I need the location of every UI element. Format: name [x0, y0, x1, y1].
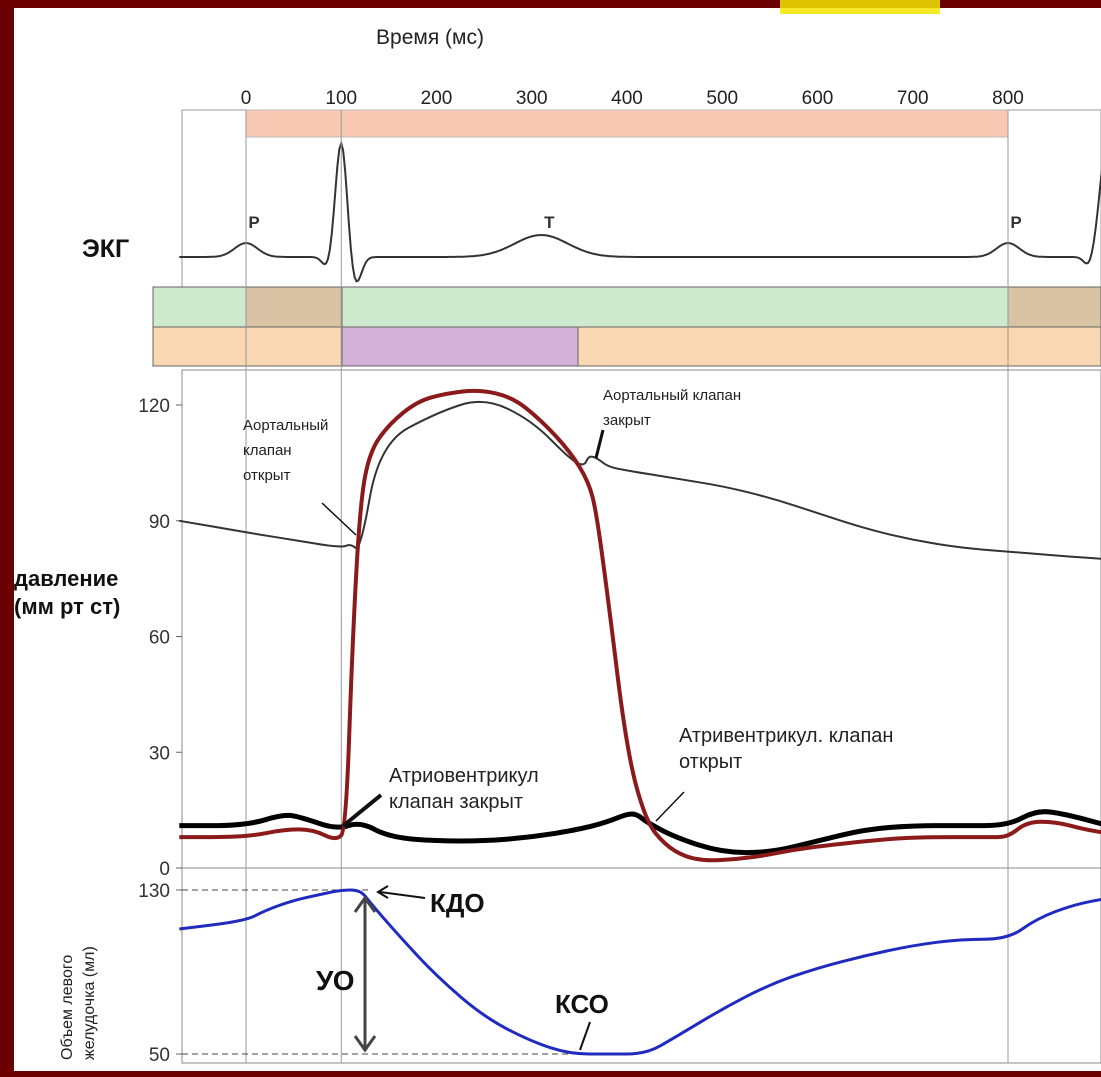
slide-title-fragment [780, 0, 940, 14]
volume-ylabel-line1: Объем левого [59, 955, 76, 1060]
pressure-tick-label: 30 [149, 743, 170, 764]
annotation-av-closed-2: клапан закрыт [389, 791, 523, 813]
phase-bands [152, 286, 1101, 367]
time-tick-label: 400 [611, 88, 643, 109]
annotation-aortic-closed-2: закрыт [603, 412, 651, 429]
pressure-tick-label: 120 [138, 396, 170, 417]
edv-label: КДО [430, 888, 485, 918]
annotation-av-closed-1: Атриовентрикул [389, 765, 539, 787]
time-tick-label: 0 [241, 88, 252, 109]
volume-y-axis-ticks: 130 50 [138, 881, 182, 1066]
pressure-tick-label: 0 [159, 859, 170, 880]
ventricular-pressure-line [179, 388, 1101, 863]
band-atrial-systole-2 [1007, 286, 1101, 328]
time-tick-label: 200 [421, 88, 453, 109]
band-ventricular-systole [341, 326, 579, 367]
arrow-aortic-closed [594, 429, 605, 459]
time-tick-label: 100 [325, 88, 357, 109]
time-tick-label: 600 [802, 88, 834, 109]
band-atrial-diastole-2 [341, 286, 1009, 328]
annotation-aortic-open-3: открыт [243, 467, 291, 484]
band-ventricular-diastole-2 [577, 326, 1101, 367]
band-atrial-systole-1 [245, 286, 343, 328]
arrow-esv [579, 1021, 591, 1051]
time-tick-label: 700 [897, 88, 929, 109]
annotation-aortic-open-1: Аортальный [243, 417, 328, 434]
band-ventricular-diastole-1 [152, 326, 343, 367]
ecg-label: ЭКГ [82, 235, 129, 263]
ventricular-volume-line [179, 888, 1101, 1056]
ecg-wave-label: P [248, 213, 259, 232]
pressure-tick-label: 60 [149, 628, 170, 649]
pressure-ylabel-line2: (мм рт ст) [14, 594, 120, 619]
esv-label: КСО [555, 989, 609, 1019]
volume-tick-label: 50 [149, 1045, 170, 1066]
annotation-av-open-1: Атривентрикул. клапан [679, 725, 893, 747]
arrow-av-closed [341, 793, 383, 828]
aortic-pressure-line [179, 400, 1101, 560]
band-atrial-diastole-1 [152, 286, 247, 328]
annotation-aortic-open-2: клапан [243, 442, 292, 459]
time-gridlines [245, 110, 1009, 1063]
pressure-y-axis-ticks: 120 90 60 30 0 [138, 396, 182, 880]
time-tick-label: 300 [516, 88, 548, 109]
pressure-annotations: Аортальный клапан открыт Аортальный клап… [243, 387, 893, 813]
arrow-edv [376, 885, 426, 899]
volume-panel-border [181, 867, 1101, 1064]
cycle-duration-bar [245, 109, 1009, 138]
ecg-wave-label: T [544, 213, 555, 232]
pressure-tick-label: 90 [149, 512, 170, 533]
annotation-aortic-closed-1: Аортальный клапан [603, 387, 741, 404]
time-axis-label: Время (мс) [376, 26, 484, 49]
pressure-ylabel-line1: давление [14, 566, 118, 591]
arrow-av-open [655, 791, 685, 822]
volume-tick-label: 130 [138, 881, 170, 902]
annotation-arrows [321, 429, 685, 828]
time-tick-label: 500 [706, 88, 738, 109]
white-panel [14, 8, 1101, 1071]
volume-ylabel-line2: желудочка (мл) [81, 946, 98, 1060]
time-axis-ticks: 0 100 200 300 400 500 600 700 800 [241, 88, 1024, 109]
time-tick-label: 800 [992, 88, 1024, 109]
ecg-trace [179, 139, 1101, 283]
ecg-wave-label: P [1010, 213, 1021, 232]
arrow-aortic-open [321, 502, 357, 536]
annotation-av-open-2: открыт [679, 751, 742, 773]
stroke-volume-arrow [353, 895, 377, 1053]
stroke-volume-label: УО [316, 965, 355, 996]
atrial-pressure-line [179, 809, 1101, 856]
